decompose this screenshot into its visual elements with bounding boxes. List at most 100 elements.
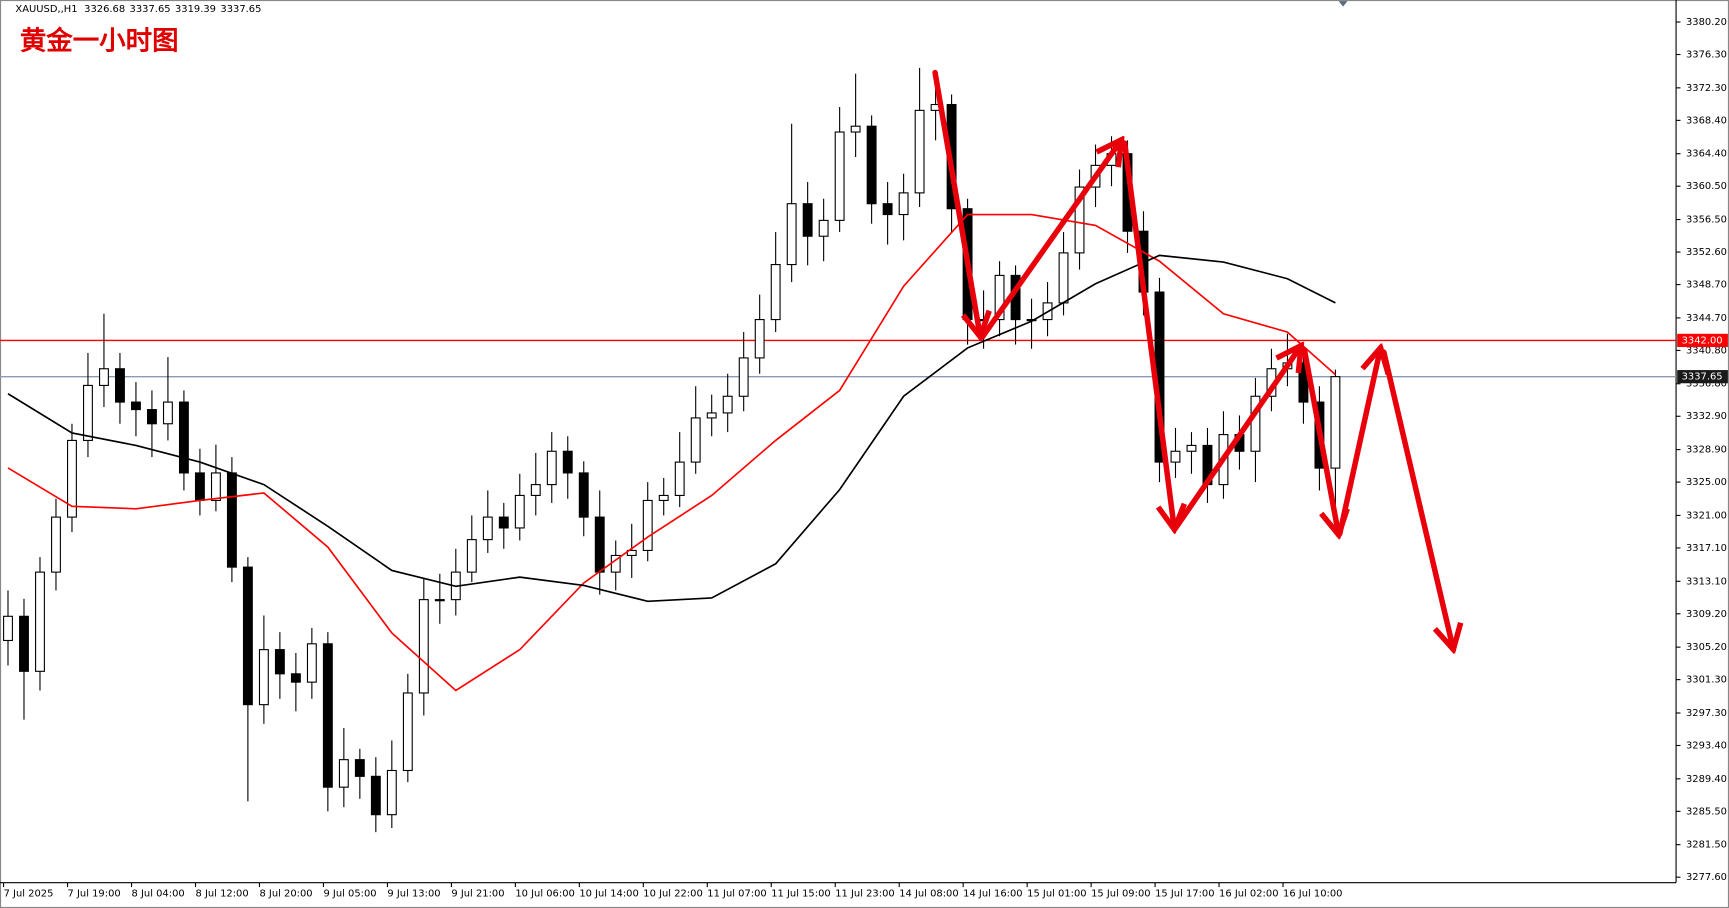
shift-marker <box>1338 1 1348 7</box>
arrow <box>1301 347 1338 535</box>
x-tick-label: 10 Jul 22:00 <box>643 889 702 900</box>
candle-body <box>658 494 669 501</box>
candle-body <box>274 649 285 675</box>
ohlc-value: 3326.68 <box>84 4 125 15</box>
y-tick-label: 3344.70 <box>1686 313 1727 324</box>
candle-body <box>866 125 877 205</box>
candle-body <box>99 368 109 386</box>
x-tick-label: 16 Jul 02:00 <box>1219 889 1278 900</box>
price-box <box>1677 333 1728 348</box>
x-tick-label: 7 Jul 2025 <box>4 889 54 900</box>
y-tick-label: 3285.50 <box>1686 806 1727 817</box>
x-tick-label: 11 Jul 15:00 <box>771 889 830 900</box>
arrow <box>1121 140 1175 529</box>
x-tick-label: 8 Jul 12:00 <box>196 889 249 900</box>
y-tick-label: 3328.90 <box>1686 445 1727 456</box>
y-tick-label: 3297.30 <box>1686 708 1727 719</box>
x-tick-label: 10 Jul 06:00 <box>515 889 574 900</box>
arrow <box>1381 349 1453 649</box>
candle-body <box>738 357 749 397</box>
candle-body <box>642 499 653 552</box>
candle-body <box>530 484 541 496</box>
ohlc-value: 3337.65 <box>220 4 261 15</box>
x-tick-label: 11 Jul 07:00 <box>707 889 766 900</box>
candle-body <box>1074 186 1085 254</box>
candle-body <box>818 219 829 237</box>
candle-body <box>322 643 333 788</box>
candle-body <box>1330 376 1341 469</box>
candle-body <box>914 109 925 194</box>
candle-body <box>338 759 349 788</box>
y-tick-label: 3364.40 <box>1686 149 1727 160</box>
candle-body <box>114 368 125 403</box>
candle-body <box>67 439 77 518</box>
x-tick-label: 11 Jul 23:00 <box>835 889 894 900</box>
price-box-label: 3337.65 <box>1682 372 1723 383</box>
candle-body <box>178 401 189 474</box>
candle-body <box>498 516 509 529</box>
x-tick-label: 15 Jul 17:00 <box>1155 889 1214 900</box>
candle-body <box>786 203 797 266</box>
candle-body <box>546 450 557 486</box>
candle-body <box>770 264 781 321</box>
x-tick-label: 15 Jul 09:00 <box>1091 889 1150 900</box>
arrows <box>932 69 1453 650</box>
arrow <box>1336 348 1381 537</box>
candle-body <box>994 274 1005 321</box>
candle-body <box>978 319 989 322</box>
arrow <box>1172 346 1301 532</box>
candle-body <box>802 203 813 237</box>
candle-body <box>146 409 157 425</box>
y-tick-label: 3340.80 <box>1686 345 1727 356</box>
x-tick-label: 15 Jul 01:00 <box>1027 889 1086 900</box>
candle-body <box>882 203 893 216</box>
candle-body <box>578 472 589 518</box>
y-tick-label: 3325.00 <box>1686 477 1727 488</box>
y-tick-label: 3368.40 <box>1686 115 1727 126</box>
x-tick-label: 9 Jul 05:00 <box>323 889 376 900</box>
ohlc-value: 3319.39 <box>175 4 216 15</box>
candle-body <box>1058 252 1069 304</box>
candle-body <box>626 549 637 557</box>
candle-body <box>19 615 29 672</box>
y-tick-label: 3301.30 <box>1686 675 1727 686</box>
y-tick-label: 3277.60 <box>1686 872 1727 883</box>
y-tick-label: 3305.20 <box>1686 642 1727 653</box>
x-tick-label: 14 Jul 08:00 <box>899 889 958 900</box>
y-tick-label: 3321.00 <box>1686 510 1727 521</box>
candle-body <box>1250 395 1261 452</box>
x-tick-label: 16 Jul 10:00 <box>1283 889 1342 900</box>
candle-body <box>3 615 13 642</box>
candle-body <box>514 494 525 529</box>
candle-body <box>418 599 429 694</box>
candle-body <box>674 461 685 496</box>
candle-body <box>594 516 605 573</box>
ma-line <box>7 254 1336 603</box>
candle-body <box>370 775 381 816</box>
candle-body <box>290 673 301 683</box>
price-box <box>1677 370 1728 384</box>
candle-body <box>1186 444 1197 452</box>
candle-body <box>898 192 909 216</box>
y-tick-label: 3352.60 <box>1686 247 1727 258</box>
x-tick-label: 7 Jul 19:00 <box>68 889 121 900</box>
candle-body <box>402 692 413 772</box>
candle-body <box>850 125 861 133</box>
candle-body <box>386 769 397 816</box>
candle-body <box>306 643 317 683</box>
price-box-label: 3342.00 <box>1682 335 1723 346</box>
candle-body <box>434 599 445 602</box>
symbol: XAUUSD,,H1 <box>15 4 77 15</box>
y-tick-label: 3348.70 <box>1686 280 1727 291</box>
candle-body <box>242 566 253 706</box>
y-tick-label: 3380.20 <box>1686 17 1727 28</box>
candle-body <box>354 759 365 777</box>
candle-body <box>258 649 269 706</box>
y-tick-label: 3372.30 <box>1686 83 1727 94</box>
y-tick-label: 3281.50 <box>1686 840 1727 851</box>
candle-body <box>562 450 573 474</box>
candle-body <box>754 319 765 359</box>
arrow <box>932 69 980 337</box>
ohlc-value: 3337.65 <box>130 4 171 15</box>
